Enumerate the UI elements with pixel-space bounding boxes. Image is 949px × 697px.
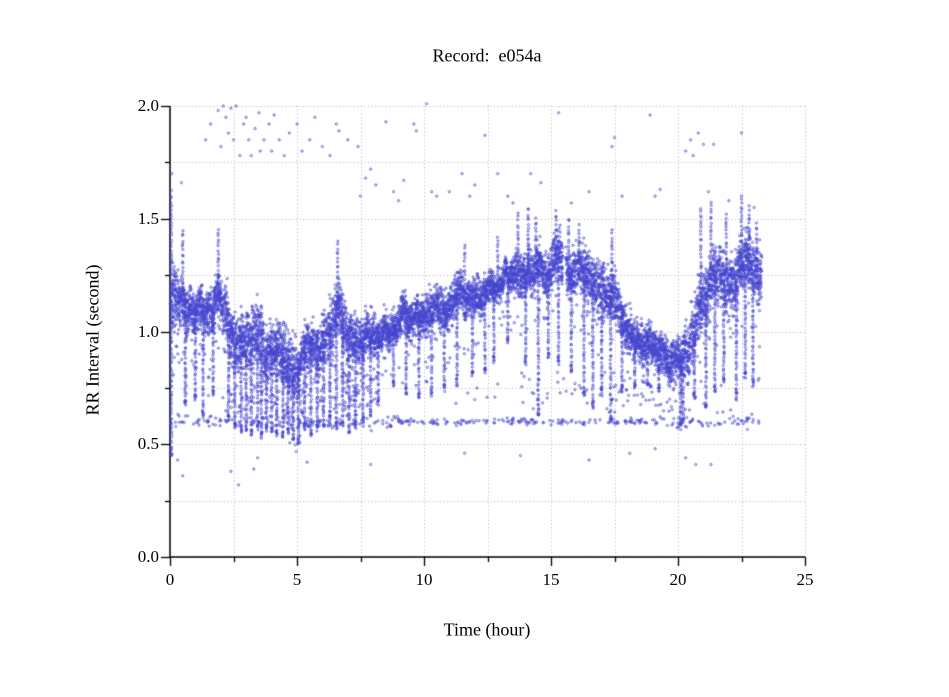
y-tick-label: 1.5 <box>137 208 159 228</box>
x-tick-label: 25 <box>796 570 814 589</box>
y-tick-label: 0.0 <box>137 547 159 566</box>
x-axis-label: Time (hour) <box>443 619 531 640</box>
x-tick-label: 5 <box>292 570 302 589</box>
y-tick-label: 1.0 <box>137 321 159 341</box>
chart-title: Record: e054a <box>432 45 542 66</box>
y-tick-label: 2.0 <box>137 96 159 115</box>
y-tick-label: 0.5 <box>137 434 159 454</box>
x-tick-label: 20 <box>669 570 687 589</box>
x-tick-label: 15 <box>542 570 560 589</box>
x-tick-label: 10 <box>415 570 433 589</box>
x-tick-label: 0 <box>165 570 175 589</box>
